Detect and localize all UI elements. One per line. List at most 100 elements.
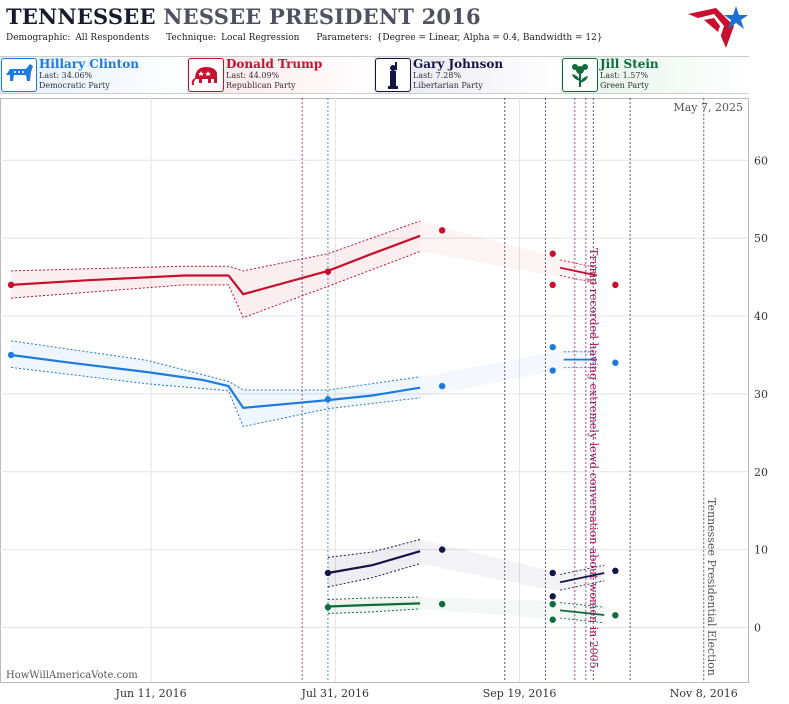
candidate-last: Last: 44.09% [226, 71, 280, 80]
x-tick-label: Jul 31, 2016 [301, 687, 370, 700]
candidate-name: Gary Johnson [413, 57, 504, 71]
late-upper-line [560, 602, 605, 608]
donkey-icon [1, 58, 37, 92]
chart-parameters: Demographic: All Respondents Technique: … [6, 33, 605, 43]
plot-frame [0, 98, 749, 683]
candidate-party: Republican Party [226, 81, 296, 90]
poll-point [549, 367, 556, 374]
grid-lines [0, 98, 748, 682]
poll-point [7, 281, 15, 289]
event-annotation: Trump recorded having extremely lewd con… [587, 248, 600, 672]
late-trend-line [559, 266, 598, 277]
x-axis: Jun 11, 2016 Jul 31, 2016 Sep 19, 2016 Nov … [115, 687, 738, 700]
liberty-torch-icon [375, 58, 411, 92]
poll-point [549, 593, 556, 600]
page-title: TENNESSEE NESSEE PRESIDENT 2016 [6, 4, 481, 29]
candidate-legend: Hillary Clinton Last: 34.06% Democratic … [0, 56, 789, 94]
y-tick-label: 30 [754, 388, 768, 401]
x-tick-label: Nov 8, 2016 [670, 687, 738, 700]
y-tick-label: 60 [754, 154, 768, 167]
late-trend-line [559, 572, 605, 584]
y-tick-label: 20 [754, 466, 768, 479]
y-tick-label: 50 [754, 232, 768, 245]
watermark: HowWillAmericaVote.com [6, 670, 138, 681]
x-tick-label: Jun 11, 2016 [115, 687, 187, 700]
poll-point [438, 382, 446, 390]
poll-point [324, 396, 332, 403]
technique-value: Local Regression [221, 33, 300, 43]
legend-item-johnson: Gary Johnson Last: 7.28% Libertarian Par… [374, 56, 562, 94]
legend-item-trump: Donald Trump Last: 44.09% Republican Par… [187, 56, 375, 94]
demographic-value: All Respondents [75, 33, 150, 43]
poll-point [324, 569, 332, 577]
projection-band [420, 350, 597, 398]
poll-point [612, 612, 619, 619]
trend-line [10, 353, 421, 410]
legend-item-clinton: Hillary Clinton Last: 34.06% Democratic … [0, 56, 188, 94]
star-logo-icon [688, 6, 748, 48]
event-annotation: Tennessee Presidential Election [705, 498, 718, 676]
poll-point [549, 600, 556, 608]
late-lower-line [560, 617, 605, 624]
poll-point [438, 600, 446, 608]
candidate-last: Last: 34.06% [39, 71, 93, 80]
poll-point [549, 250, 556, 257]
poll-point [612, 281, 619, 289]
poll-point [549, 569, 556, 577]
annotations: Trump recorded having extremely lewd con… [587, 248, 718, 676]
upper-bound-line [327, 596, 421, 600]
poll-point [7, 351, 15, 359]
confidence-band [327, 539, 421, 587]
y-tick-label: 10 [754, 544, 768, 557]
upper-bound-line [11, 340, 421, 391]
late-trend-line [560, 609, 605, 616]
candidate-name: Hillary Clinton [39, 57, 139, 71]
poll-point [549, 281, 556, 289]
technique-label: Technique: [166, 33, 217, 43]
poll-point [438, 546, 446, 553]
poll-points [7, 227, 619, 623]
candidate-name: Jill Stein [600, 57, 659, 71]
lower-bound-line [11, 250, 421, 319]
demographic-label: Demographic: [6, 33, 71, 43]
x-tick-label: Sep 19, 2016 [483, 687, 557, 700]
confidence-band [11, 221, 421, 318]
poll-point [549, 343, 556, 351]
poll-point [612, 359, 619, 366]
y-axis: 0 10 20 30 40 50 60 [754, 154, 768, 634]
poll-point [324, 604, 332, 611]
legend-item-stein: Jill Stein Last: 1.57% Green Party [561, 56, 749, 94]
candidate-name: Donald Trump [226, 57, 323, 71]
title-race: NESSEE PRESIDENT 2016 [163, 4, 481, 29]
parameters-label: Parameters: [316, 33, 372, 43]
y-tick-label: 0 [754, 621, 761, 634]
projection-band [420, 221, 597, 285]
candidate-party: Libertarian Party [413, 81, 483, 90]
poll-chart: 0 10 20 30 40 50 60 Jun 11, 2016 Jul 31, 2016 Se… [0, 98, 768, 700]
trend-line [11, 234, 421, 296]
series-lines [10, 220, 605, 624]
lower-bound-line [327, 608, 421, 614]
chart-date: May 7, 2025 [673, 101, 743, 114]
projection-band [420, 539, 605, 592]
upper-bound-line [11, 220, 421, 272]
elephant-icon [188, 58, 224, 92]
poll-point [324, 268, 332, 275]
candidate-party: Green Party [600, 81, 649, 90]
poll-point [438, 227, 446, 234]
y-tick-label: 40 [754, 310, 768, 323]
title-state: TENNESSEE [6, 4, 156, 29]
candidate-last: Last: 1.57% [600, 71, 649, 80]
candidate-party: Democratic Party [39, 81, 110, 90]
late-lower-line [560, 580, 605, 591]
lower-bound-line [327, 563, 421, 588]
candidate-last: Last: 7.28% [413, 71, 462, 80]
upper-bound-line [327, 539, 421, 558]
poll-point [549, 616, 556, 623]
projection-band [420, 597, 605, 625]
trend-line [327, 550, 421, 575]
late-upper-line [560, 564, 605, 575]
flower-icon [562, 58, 598, 92]
chart-header: TENNESSEE NESSEE PRESIDENT 2016 Demograp… [0, 0, 789, 58]
trend-line [327, 602, 421, 608]
